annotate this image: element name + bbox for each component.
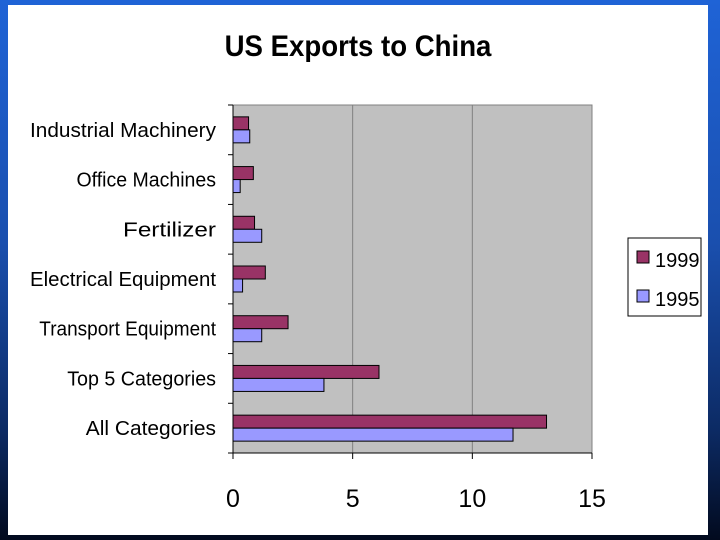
category-label: Industrial Machinery — [30, 120, 216, 142]
bar-1999 — [232, 166, 254, 181]
plot-area — [232, 104, 593, 454]
category-label: Electrical Equipment — [30, 269, 216, 291]
category-label: Transport Equipment — [39, 319, 216, 341]
bar-1999 — [232, 265, 266, 280]
bar-1999 — [232, 364, 380, 379]
bar-1995 — [232, 179, 241, 194]
category-label: Office Machines — [77, 170, 217, 192]
category-label: Top 5 Categories — [67, 368, 216, 390]
bar-1995 — [232, 228, 263, 243]
x-tick-label: 15 — [578, 485, 606, 513]
legend-box — [627, 237, 702, 317]
legend-label-1995: 1995 — [655, 289, 700, 311]
bar-1999 — [232, 215, 256, 230]
bar-1995 — [232, 129, 251, 144]
legend-label-1999: 1999 — [655, 250, 700, 272]
bar-1995 — [232, 377, 325, 392]
bar-1995 — [232, 427, 514, 442]
bar-1999 — [232, 116, 250, 131]
legend-swatch-1999 — [636, 250, 650, 264]
category-label: Fertilizer — [123, 219, 216, 241]
x-tick-label: 10 — [458, 485, 486, 513]
x-tick-label: 0 — [226, 485, 240, 513]
bar-1995 — [232, 328, 263, 343]
category-label: All Categories — [86, 418, 216, 440]
chart-title: US Exports to China — [224, 30, 492, 63]
bar-1995 — [232, 278, 244, 293]
x-tick-label: 5 — [346, 485, 360, 513]
bar-1999 — [232, 315, 289, 330]
legend-swatch-1995 — [636, 289, 650, 303]
bar-1999 — [232, 414, 548, 429]
